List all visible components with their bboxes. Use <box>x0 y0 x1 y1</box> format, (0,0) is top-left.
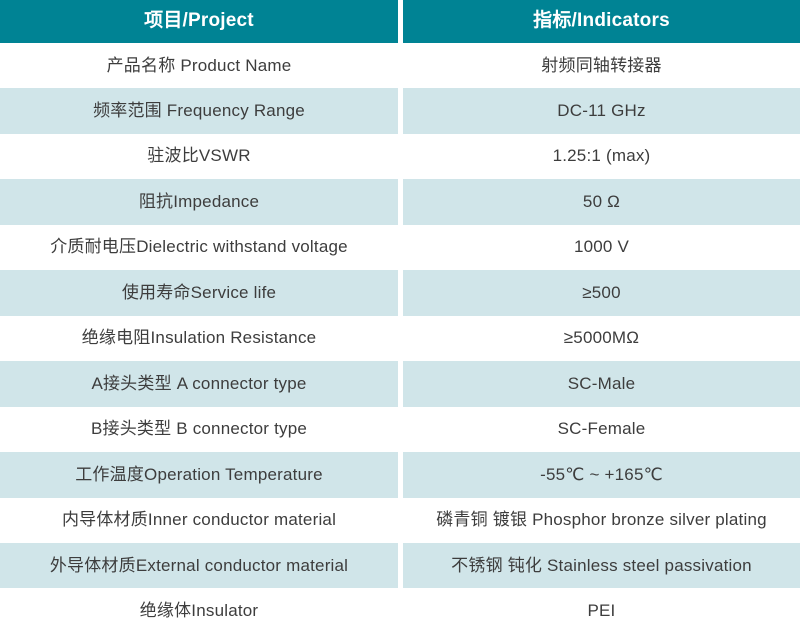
indicator-cell: -55℃ ~ +165℃ <box>540 464 663 484</box>
indicator-cell: SC-Female <box>557 419 646 439</box>
indicator-cell: 射频同轴转接器 <box>541 55 662 75</box>
project-cell: 驻波比VSWR <box>0 133 403 180</box>
table-row: 绝缘电阻Insulation Resistance ≥5000MΩ <box>0 315 800 362</box>
header-cell-indicators: 指标/Indicators <box>533 10 670 32</box>
project-cell: 频率范围 Frequency Range <box>0 88 403 134</box>
project-cell: A接头类型 A connector type <box>0 361 403 407</box>
table-row: 频率范围 Frequency Range DC-11 GHz <box>0 88 800 134</box>
indicator-cell: 1000 V <box>573 237 630 257</box>
indicator-cell: DC-11 GHz <box>557 100 646 120</box>
table-row: 产品名称 Product Name 射频同轴转接器 <box>0 43 800 89</box>
indicator-cell: PEI <box>587 600 616 620</box>
project-cell: 使用寿命Service life <box>0 270 403 316</box>
project-cell: 绝缘电阻Insulation Resistance <box>0 315 403 362</box>
project-cell: 产品名称 Product Name <box>0 43 403 89</box>
indicator-cell: 磷青铜 镀银 Phosphor bronze silver plating <box>436 510 767 530</box>
table-row: B接头类型 B connector type SC-Female <box>0 406 800 453</box>
project-cell: B接头类型 B connector type <box>0 406 403 453</box>
indicator-cell: SC-Male <box>567 373 636 393</box>
table-row: 内导体材质Inner conductor material 磷青铜 镀银 Pho… <box>0 497 800 543</box>
project-cell: 工作温度Operation Temperature <box>0 452 403 498</box>
table-row: 阻抗Impedance 50 Ω <box>0 179 800 225</box>
project-cell: 阻抗Impedance <box>0 179 403 225</box>
table-row: A接头类型 A connector type SC-Male <box>0 361 800 407</box>
indicator-cell: ≥500 <box>582 282 621 302</box>
project-cell: 内导体材质Inner conductor material <box>0 497 403 543</box>
header-cell-project: 项目/Project <box>0 0 403 43</box>
table-row: 介质耐电压Dielectric withstand voltage 1000 V <box>0 224 800 271</box>
table-row: 工作温度Operation Temperature -55℃ ~ +165℃ <box>0 452 800 498</box>
project-cell: 介质耐电压Dielectric withstand voltage <box>0 224 403 271</box>
table-header-row: 项目/Project 指标/Indicators <box>0 0 800 43</box>
table-row: 外导体材质External conductor material 不锈钢 钝化 … <box>0 542 800 589</box>
indicator-cell: 50 Ω <box>582 191 621 211</box>
indicator-cell: 不锈钢 钝化 Stainless steel passivation <box>451 555 752 575</box>
indicator-cell: 1.25:1 (max) <box>552 146 651 166</box>
project-cell: 外导体材质External conductor material <box>0 542 403 589</box>
table-row: 驻波比VSWR 1.25:1 (max) <box>0 133 800 180</box>
table-row: 绝缘体Insulator PEI <box>0 588 800 634</box>
project-cell: 绝缘体Insulator <box>0 588 403 634</box>
table-row: 使用寿命Service life ≥500 <box>0 270 800 316</box>
indicator-cell: ≥5000MΩ <box>563 328 640 348</box>
